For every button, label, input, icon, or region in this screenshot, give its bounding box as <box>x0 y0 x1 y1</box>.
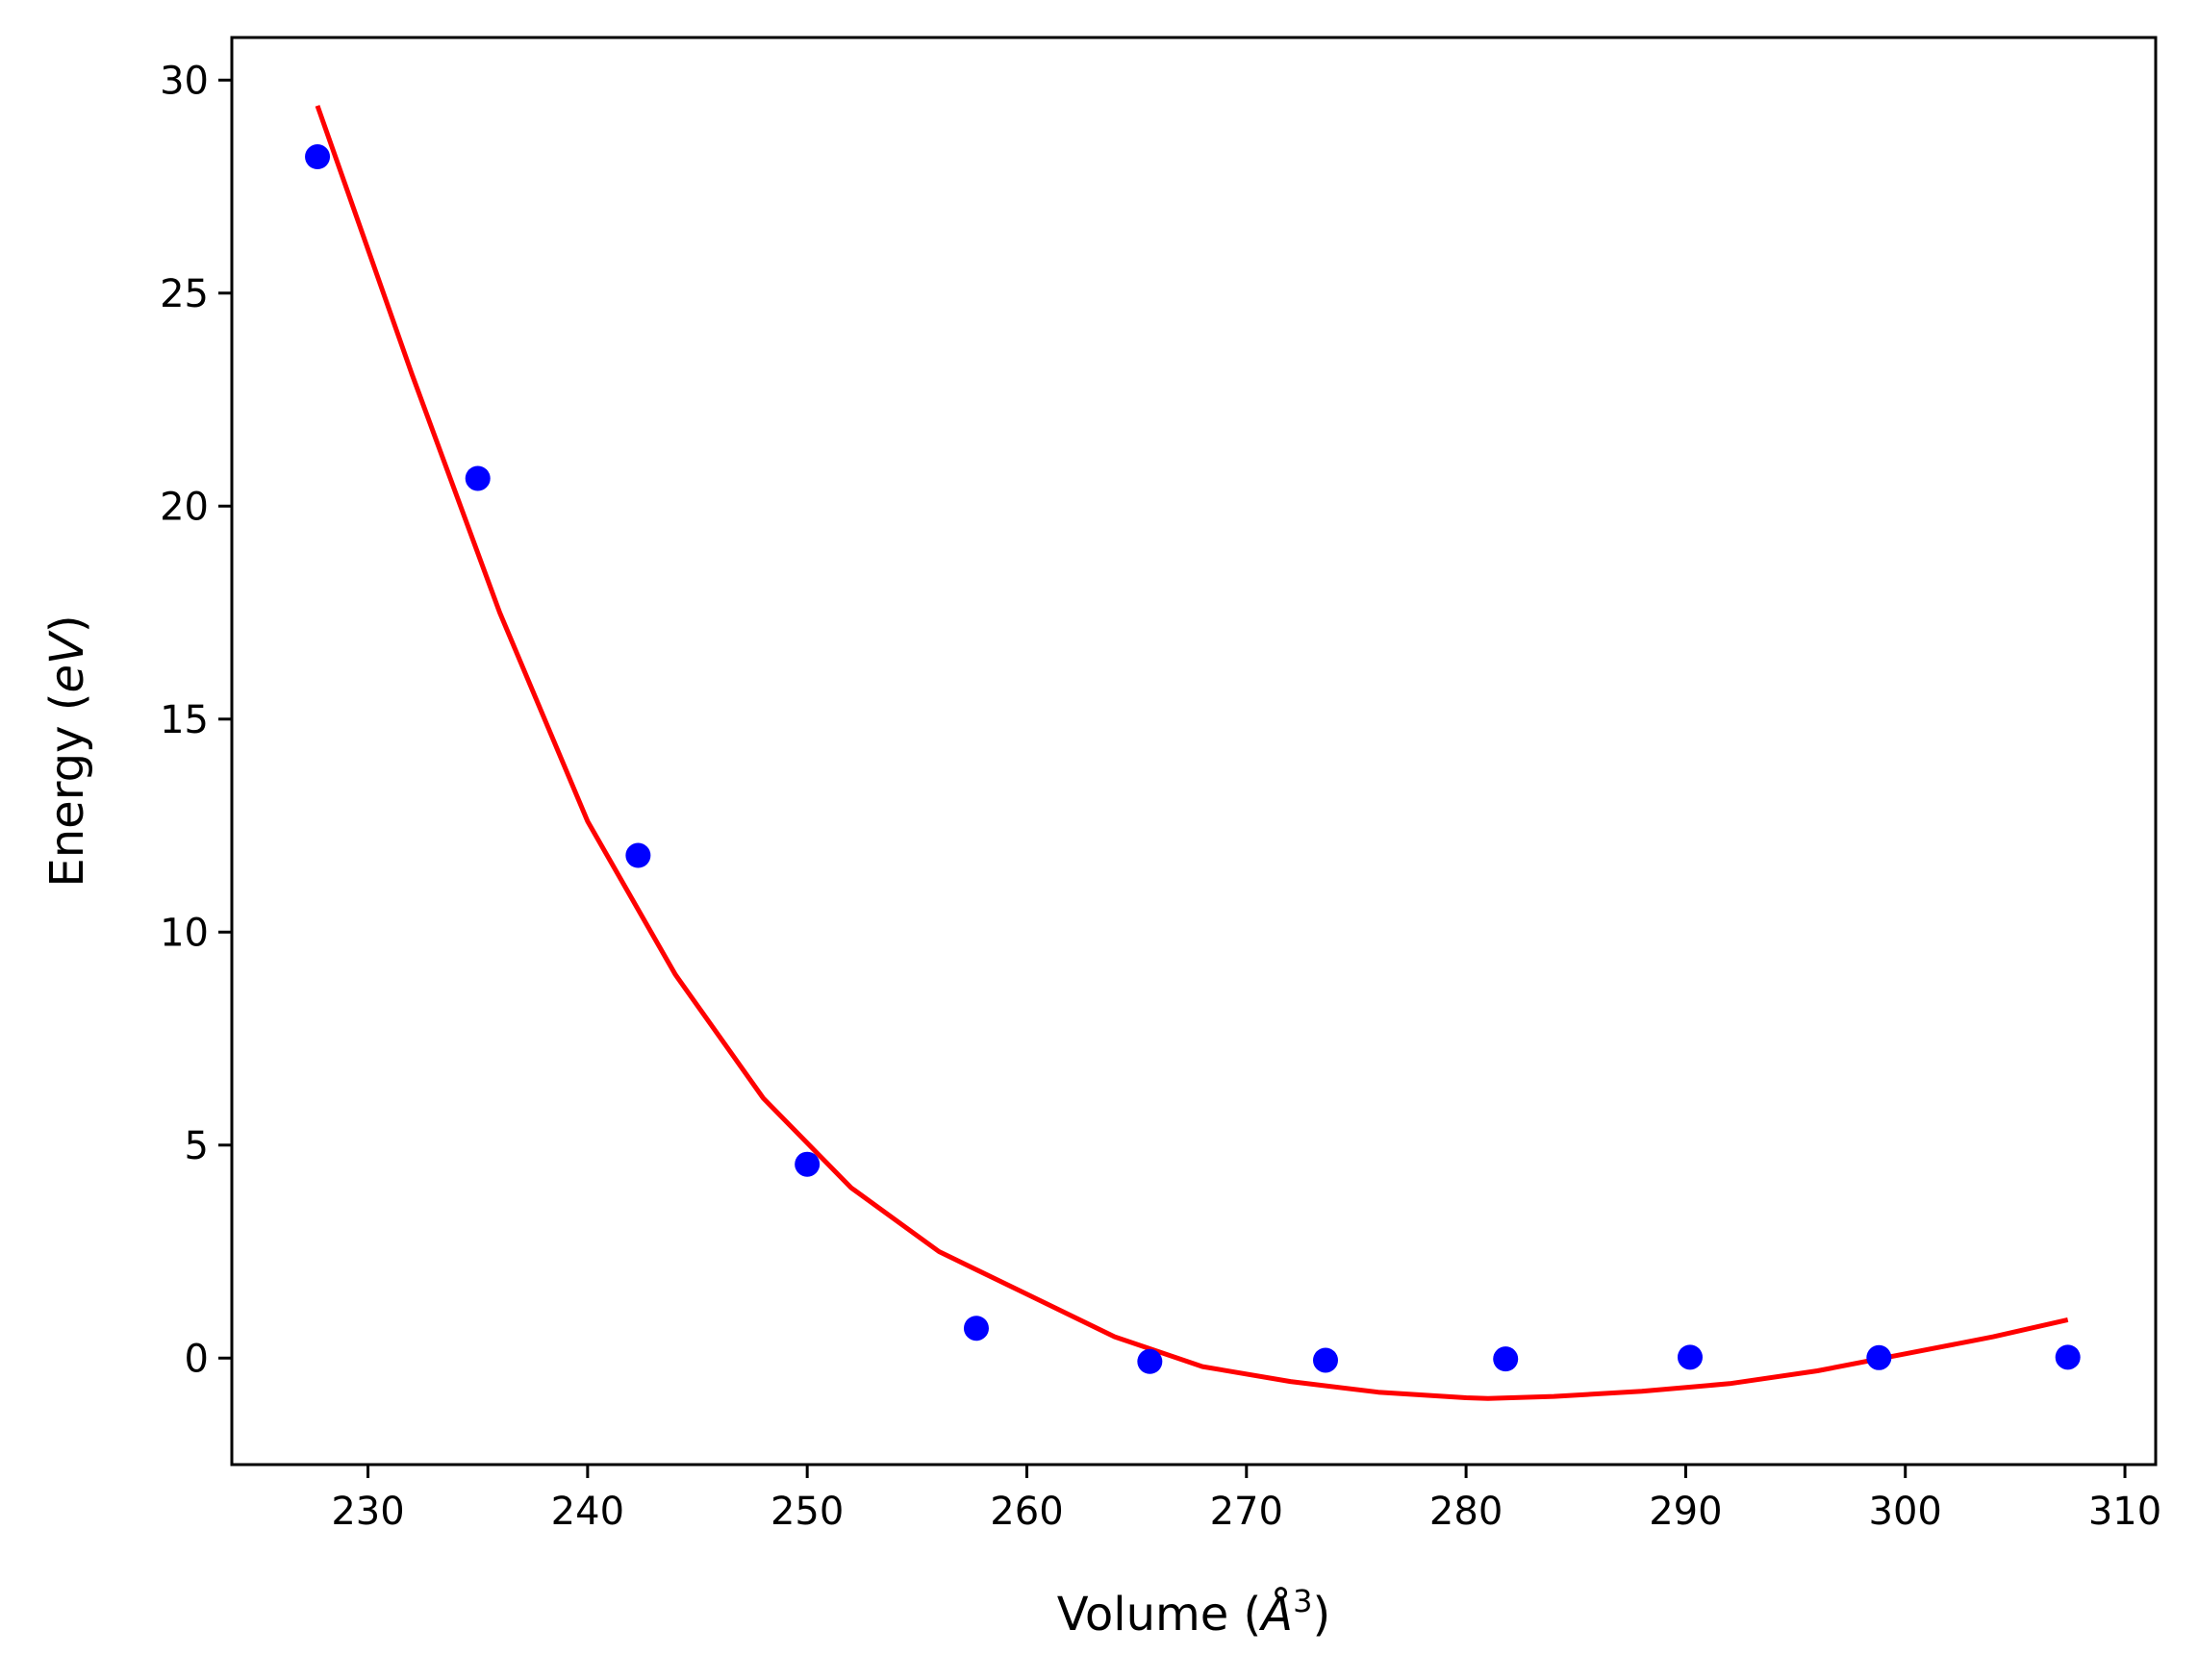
data-point <box>1312 1347 1338 1373</box>
data-point <box>465 465 491 491</box>
axes-frame <box>230 36 2158 1467</box>
plot-area <box>305 105 2081 1401</box>
fit-curve <box>315 105 2069 1401</box>
y-tick-label: 30 <box>160 59 209 103</box>
data-point <box>2055 1344 2081 1370</box>
x-tick-label: 270 <box>1210 1490 1283 1534</box>
x-tick-label: 300 <box>1869 1490 1942 1534</box>
y-tick-label: 25 <box>160 272 209 316</box>
data-point <box>1866 1344 1892 1370</box>
data-point <box>795 1151 821 1177</box>
y-tick-label: 0 <box>185 1337 209 1381</box>
data-point <box>305 144 331 170</box>
x-tick-label: 290 <box>1649 1490 1722 1534</box>
y-tick-label: 20 <box>160 485 209 529</box>
axis-ticks: 230 240 250 260 270 280 290 300 310 0 5 10 15 20 25 30 <box>160 59 2161 1534</box>
x-axis-label: Volume (Å3) <box>1057 1583 1330 1642</box>
y-tick-label: 15 <box>160 698 209 742</box>
x-tick-label: 260 <box>990 1490 1063 1534</box>
data-point <box>963 1316 989 1341</box>
y-tick-label: 10 <box>160 911 209 955</box>
data-point <box>1677 1344 1703 1370</box>
x-tick-label: 240 <box>551 1490 624 1534</box>
y-axis-label: Energy (eV) <box>40 614 94 887</box>
x-tick-label: 310 <box>2088 1490 2161 1534</box>
data-point <box>1493 1346 1519 1372</box>
x-tick-label: 230 <box>331 1490 404 1534</box>
x-tick-label: 280 <box>1429 1490 1503 1534</box>
y-tick-label: 5 <box>185 1124 209 1168</box>
data-point <box>625 842 651 868</box>
data-point <box>1137 1348 1163 1374</box>
x-tick-label: 250 <box>771 1490 844 1534</box>
